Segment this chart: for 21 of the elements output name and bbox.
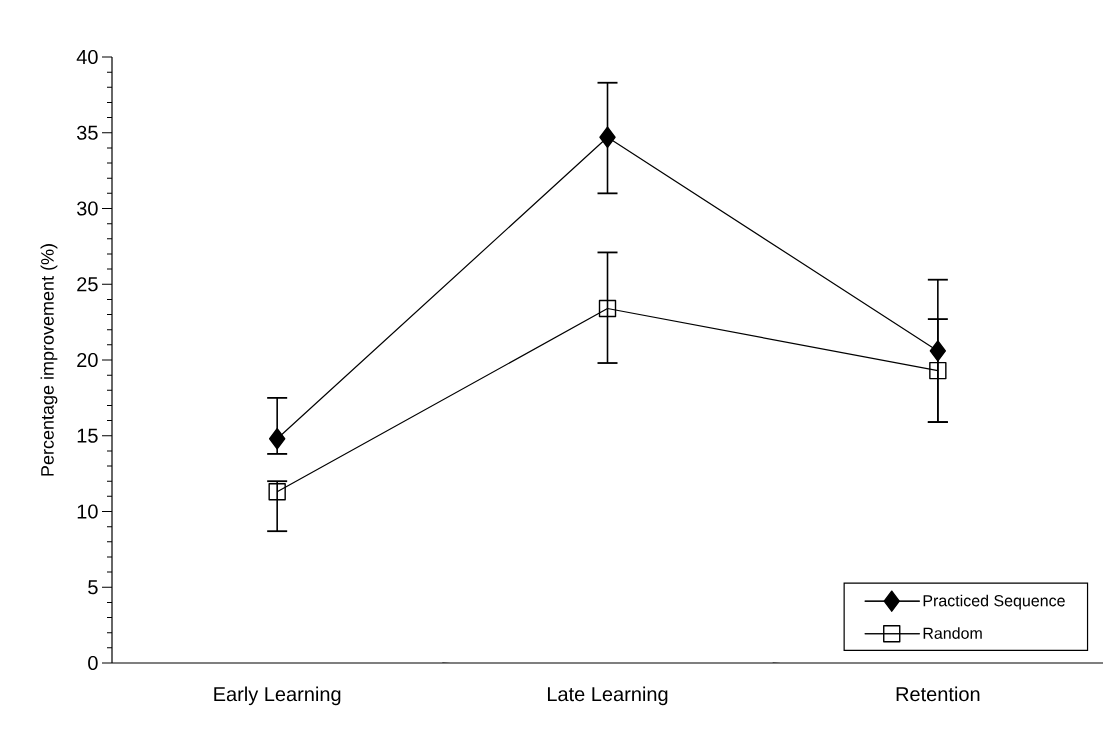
y-tick-label: 0 [88,655,98,671]
point [268,483,286,501]
point [598,299,617,318]
y-tick-label: 35 [76,125,98,140]
y-tick-label: 40 [76,49,98,65]
y-tick-label: 5 [88,580,98,595]
x-tick-label: Late Learning [547,686,668,706]
legend-label: Random [923,627,982,639]
legend-label: Practiced Sequence [923,594,1065,610]
y-tick-label: 15 [77,428,98,443]
y-tick-label: 10 [77,504,98,519]
y-tick-label: 25 [77,277,98,292]
point [599,126,616,148]
point [929,361,947,380]
x-tick-label: Retention [896,686,980,702]
x-tick-label: Early Learning [214,686,341,706]
point [929,340,947,362]
y-axis-title: Percentage improvement (%) [40,244,58,476]
y-tick-label: 30 [76,201,98,216]
y-tick-label: 20 [77,352,98,368]
point [268,428,286,450]
